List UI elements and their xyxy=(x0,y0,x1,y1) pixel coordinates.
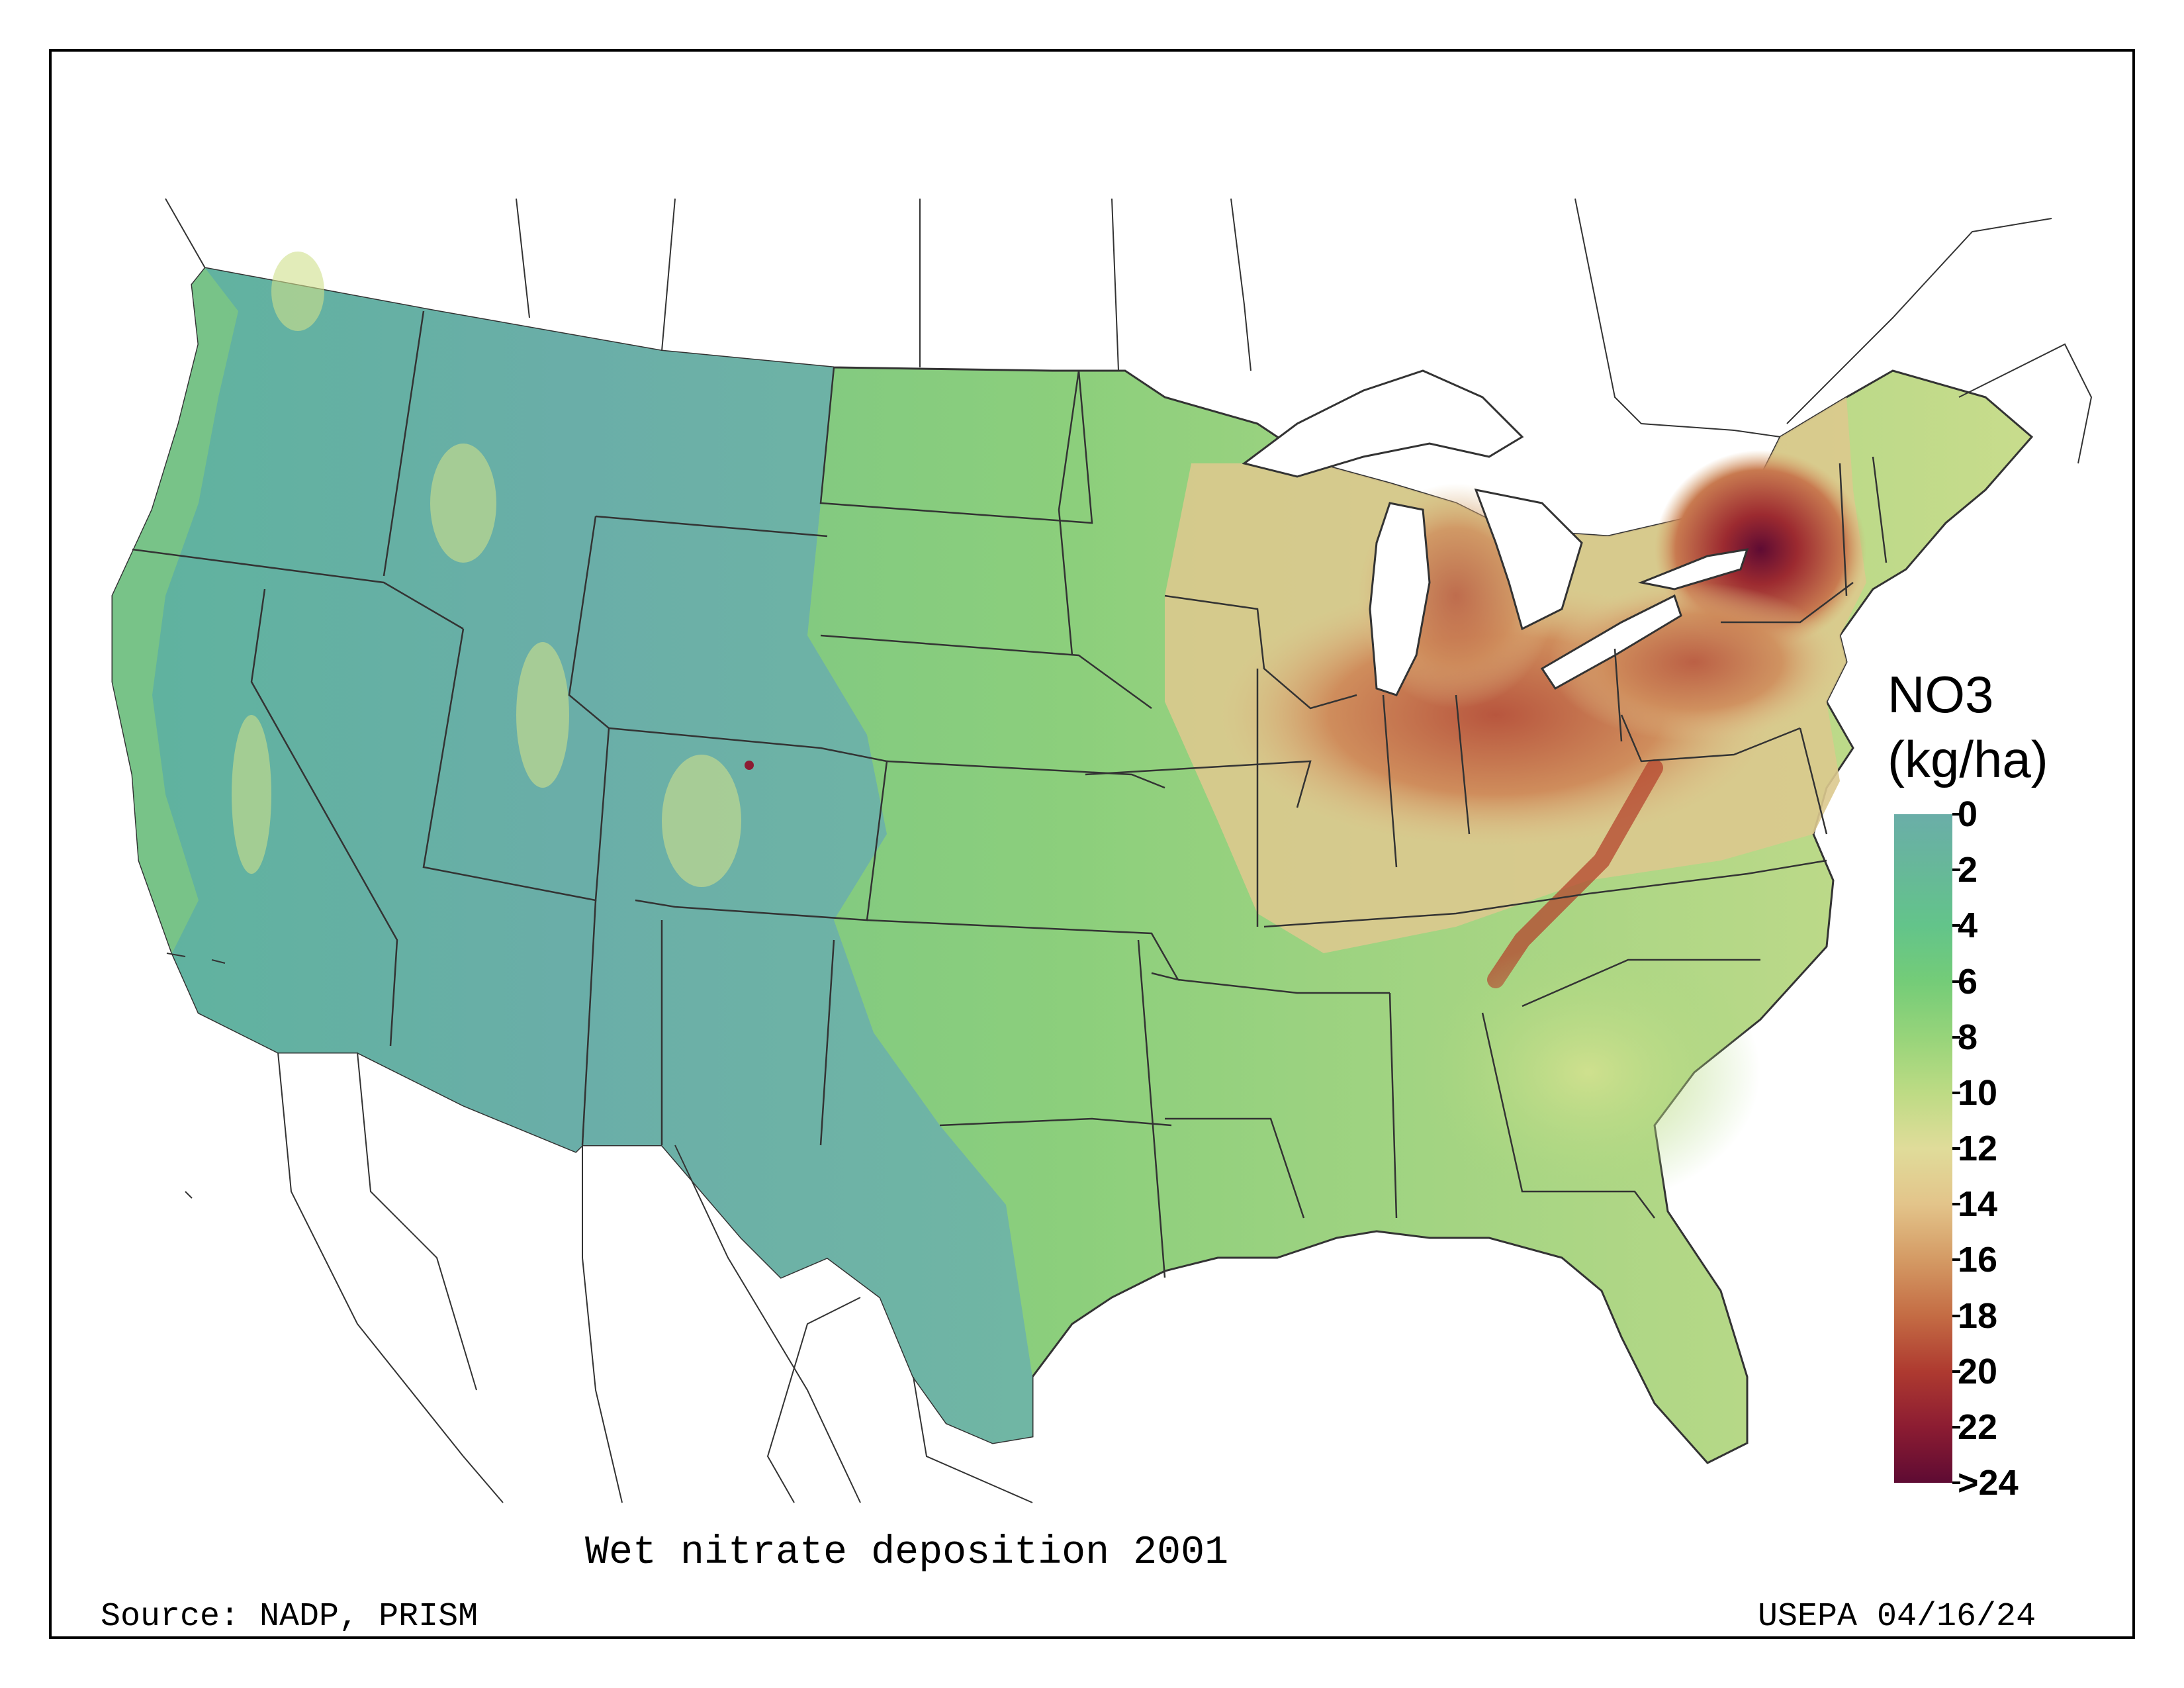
map-title: Wet nitrate deposition 2001 xyxy=(585,1530,1229,1575)
legend-title-line2: (kg/ha) xyxy=(1888,730,2048,788)
great-lakes xyxy=(1242,369,1749,696)
legend-tick-mark xyxy=(1952,1370,1960,1373)
legend-tick-label: 22 xyxy=(1958,1407,1998,1447)
lake-superior xyxy=(1242,369,1524,478)
legend-tick-mark xyxy=(1952,1035,1960,1039)
international-borders xyxy=(165,198,2093,1503)
us-landmass xyxy=(111,252,2034,1464)
legend-tick-label: 0 xyxy=(1958,794,1978,834)
legend-tick-mark xyxy=(1952,813,1960,816)
legend-tick-mark xyxy=(1952,1258,1960,1262)
legend-tick-label: 18 xyxy=(1958,1295,1998,1336)
colorado-hotspot xyxy=(745,761,754,770)
pacific-coast-strip xyxy=(113,268,238,953)
legend-tick-mark xyxy=(1952,980,1960,983)
legend-tick-mark xyxy=(1952,1147,1960,1150)
lake-erie xyxy=(1540,594,1682,690)
legend-tick-mark xyxy=(1952,868,1960,872)
state-borders xyxy=(132,310,1888,1278)
legend-tick-label: 8 xyxy=(1958,1017,1978,1057)
legend-tick-mark xyxy=(1952,1203,1960,1206)
mountain-highlights xyxy=(232,252,741,887)
credit-caption: USEPA 04/16/24 xyxy=(1758,1598,2036,1636)
legend-tick-label: 12 xyxy=(1958,1129,1998,1168)
legend-color-bar xyxy=(1894,814,1952,1483)
legend-tick-mark xyxy=(1952,1091,1960,1094)
western-region xyxy=(113,268,1032,1443)
legend-tick-label: >24 xyxy=(1958,1463,2019,1503)
legend-tick-label: 16 xyxy=(1958,1240,1998,1280)
lake-michigan xyxy=(1369,502,1431,696)
legend-tick-label: 2 xyxy=(1958,850,1978,890)
legend-tick-mark xyxy=(1952,1425,1960,1429)
legend-title-line1: NO3 xyxy=(1888,665,1994,724)
lake-ontario xyxy=(1637,548,1749,590)
legend-tick-mark xyxy=(1952,1481,1960,1484)
source-caption: Source: NADP, PRISM xyxy=(101,1598,478,1636)
southeast-region xyxy=(1416,940,1760,1205)
legend-tick-label: 20 xyxy=(1958,1351,1998,1391)
channel-islands xyxy=(166,953,226,1199)
legend-tick-mark xyxy=(1952,1314,1960,1317)
legend-tick-label: 14 xyxy=(1958,1184,1998,1225)
legend-tick-label: 6 xyxy=(1958,961,1978,1002)
legend-tick-mark xyxy=(1952,924,1960,927)
lake-huron xyxy=(1474,488,1583,631)
legend-tick-label: 4 xyxy=(1958,906,1978,946)
legend-tick-label: 10 xyxy=(1958,1072,1998,1113)
